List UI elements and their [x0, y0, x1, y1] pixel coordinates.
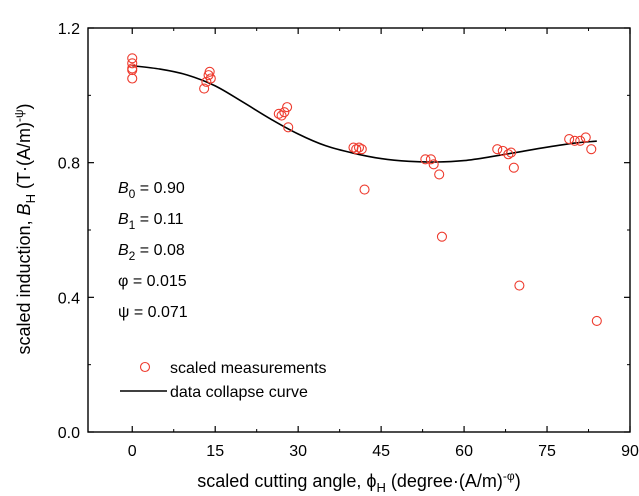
- fit-parameter: B2 = 0.08: [118, 242, 185, 263]
- data-collapse-curve: [132, 64, 597, 163]
- measurement-point: [199, 83, 210, 94]
- measurement-point: [127, 65, 138, 76]
- measurement-point: [353, 142, 365, 153]
- fit-parameter: B0 = 0.90: [118, 180, 185, 201]
- measurement-point: [586, 144, 597, 155]
- measurement-point: [204, 66, 215, 77]
- measurement-point: [425, 154, 436, 165]
- x-tick-label: 90: [621, 443, 639, 460]
- x-tick-label: 45: [372, 443, 390, 460]
- fit-parameter: ψ = 0.071: [118, 304, 188, 321]
- measurement-point: [282, 102, 293, 113]
- measurement-point: [205, 73, 216, 84]
- measurement-point: [514, 280, 525, 291]
- measurement-point: [492, 144, 503, 155]
- measurement-point: [359, 184, 370, 195]
- measurement-point: [127, 58, 138, 69]
- y-tick-label: 1.2: [58, 21, 80, 38]
- measurement-point: [508, 162, 519, 173]
- measurement-point: [279, 107, 290, 118]
- measurement-point: [351, 144, 362, 155]
- fit-parameter: B1 = 0.11: [118, 211, 184, 232]
- legend-label-curve: data collapse curve: [170, 384, 308, 401]
- legend-label-measurements: scaled measurements: [170, 360, 327, 377]
- x-tick-label: 30: [289, 443, 307, 460]
- x-tick-label: 60: [455, 443, 473, 460]
- measurement-point: [127, 73, 138, 84]
- y-tick-label: 0.4: [58, 290, 80, 307]
- measurement-point: [569, 135, 580, 146]
- measurement-point: [436, 231, 448, 242]
- x-axis-label: scaled cutting angle, ϕH (degree·(A/m)-φ…: [197, 469, 520, 495]
- y-tick-label: 0.0: [58, 425, 80, 442]
- measurement-point: [580, 132, 591, 143]
- measurement-point: [356, 144, 367, 155]
- measurement-point: [420, 154, 431, 165]
- measurement-point: [503, 149, 514, 160]
- y-tick-label: 0.8: [58, 156, 80, 173]
- measurement-point: [591, 315, 602, 326]
- measurement-point: [428, 159, 439, 170]
- y-axis-label: scaled induction, BH (T·(A/m)-ψ): [12, 103, 38, 354]
- measurement-point: [575, 135, 586, 146]
- legend-marker-measurements: [139, 361, 151, 373]
- measurement-point: [273, 108, 284, 119]
- measurement-point: [564, 134, 575, 145]
- measurement-point: [127, 53, 138, 64]
- fit-parameter: φ = 0.015: [118, 273, 187, 290]
- x-tick-label: 15: [206, 443, 224, 460]
- measurement-point: [283, 122, 294, 133]
- x-tick-label: 0: [128, 443, 137, 460]
- measurement-point: [276, 110, 287, 121]
- measurement-point: [434, 169, 445, 180]
- x-tick-label: 75: [538, 443, 556, 460]
- measurement-point: [506, 147, 517, 158]
